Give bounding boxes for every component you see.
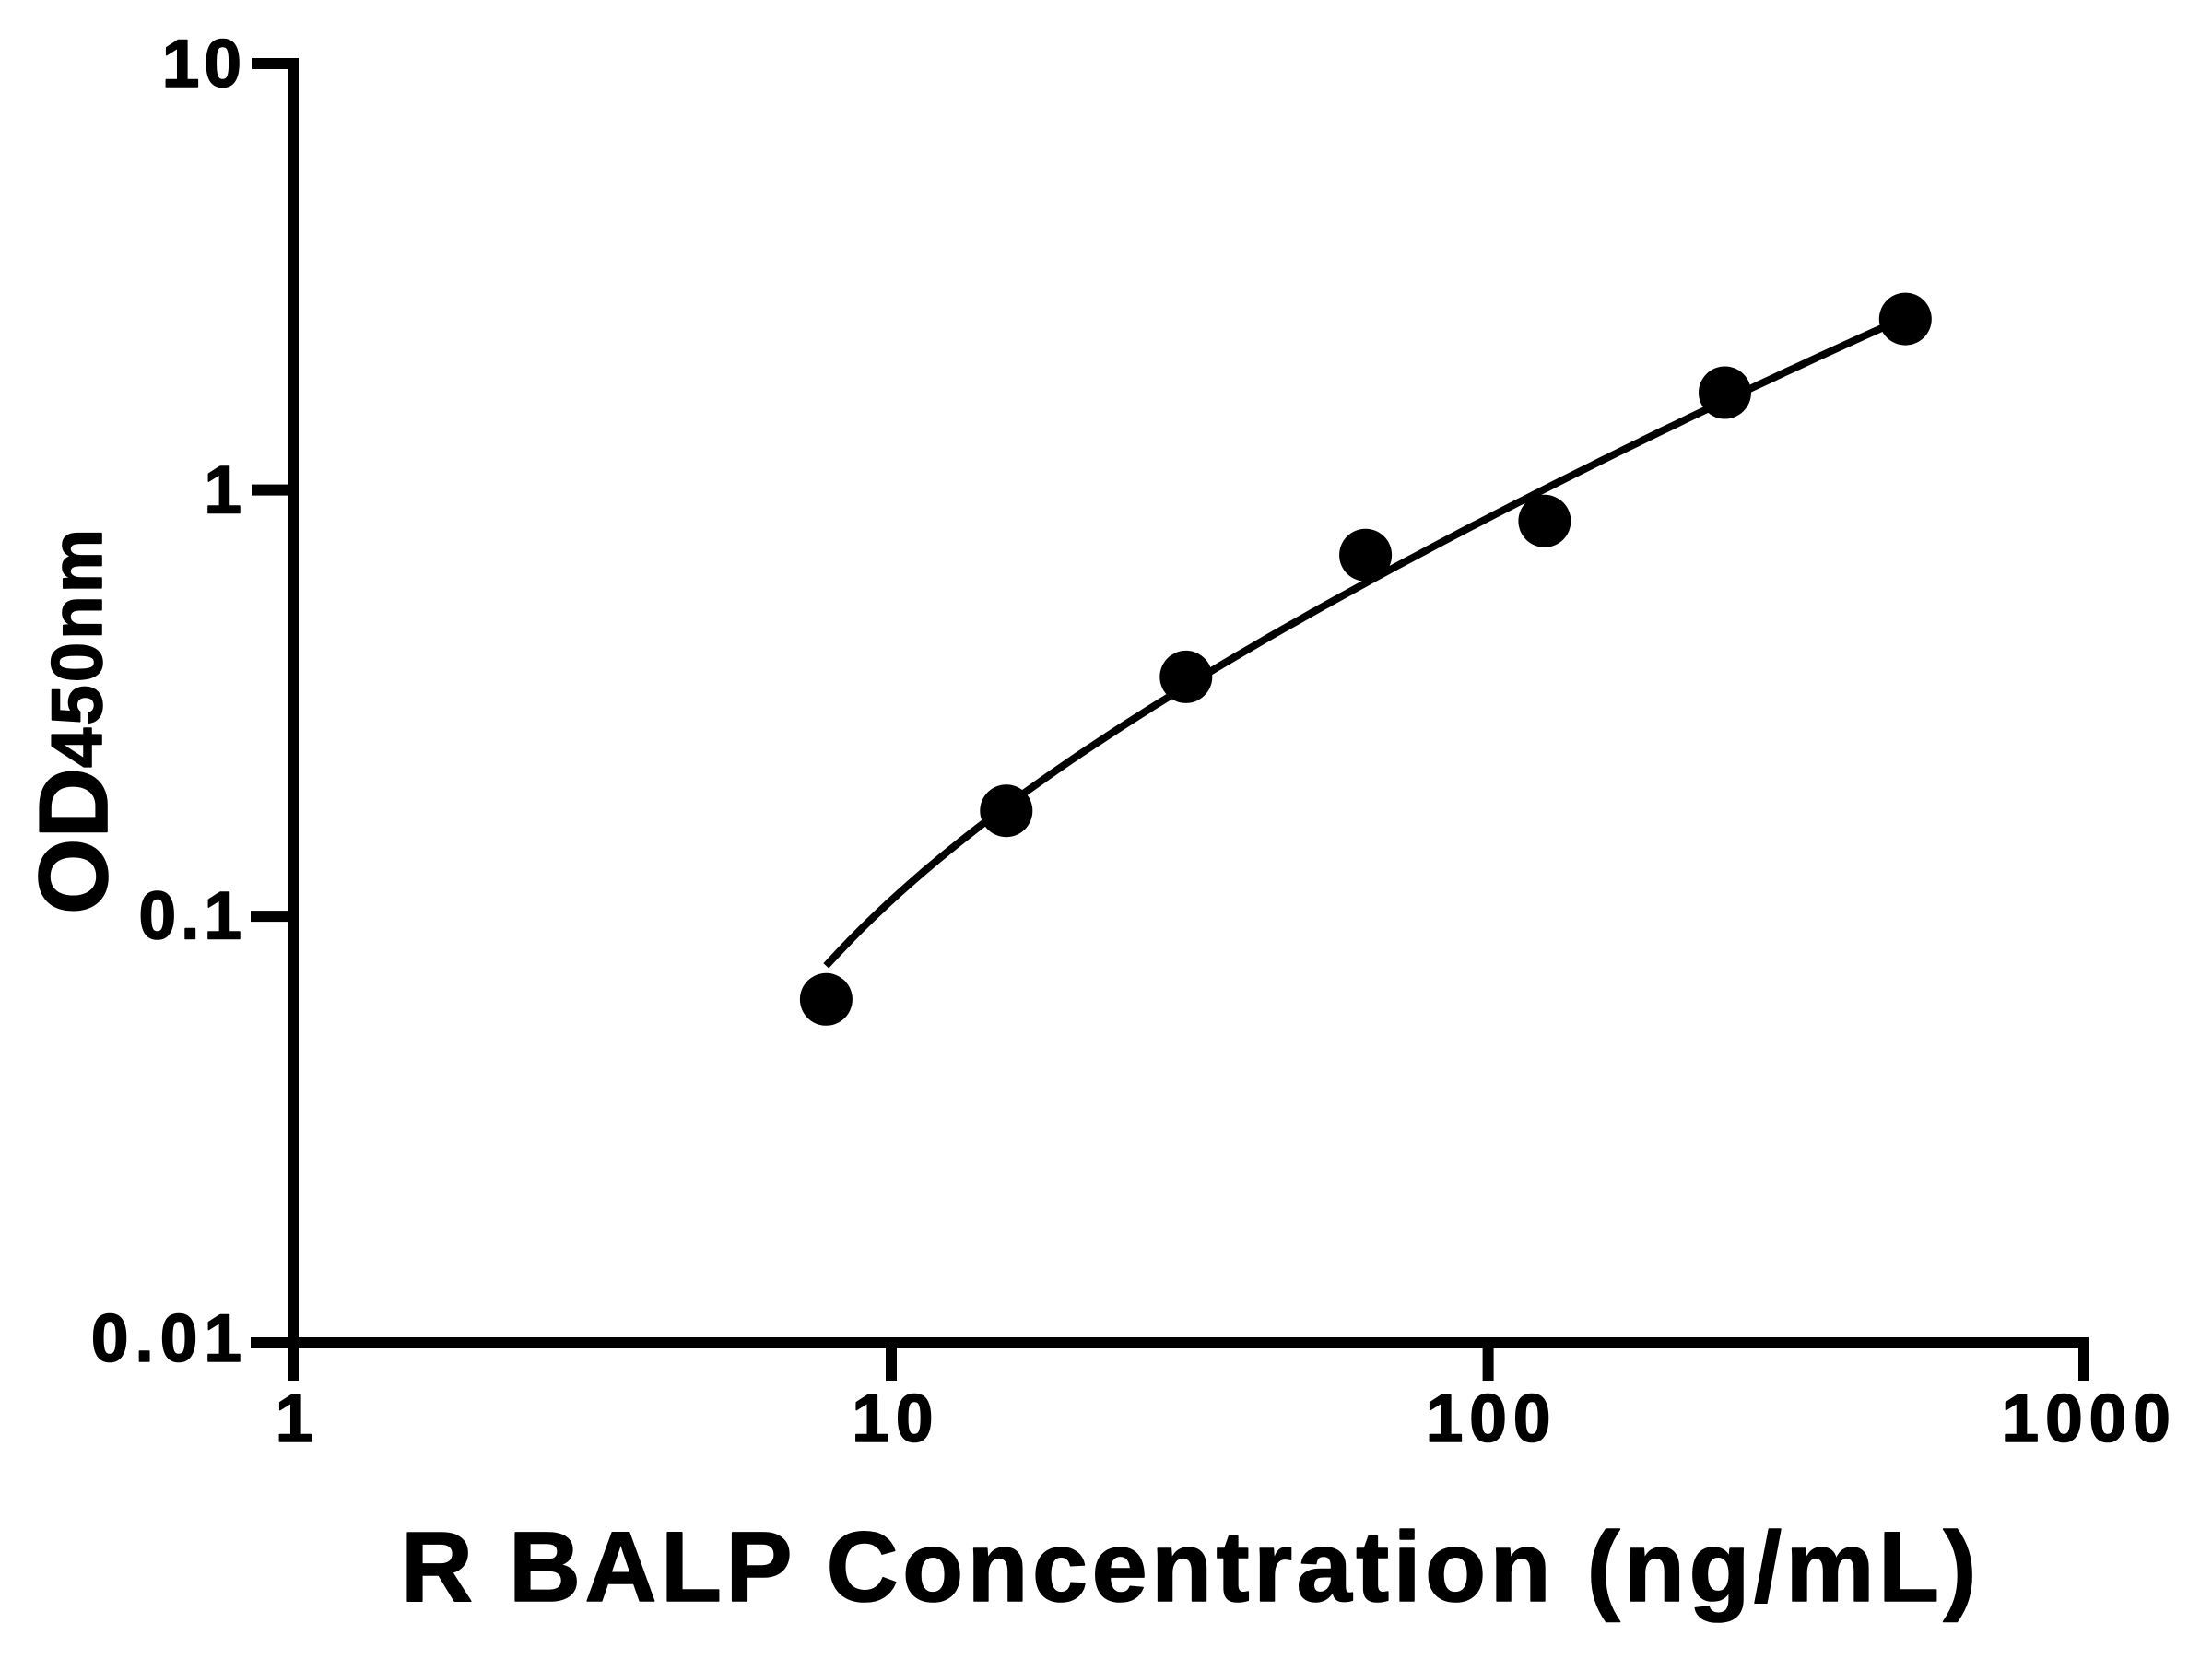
svg-text:1: 1 bbox=[204, 453, 241, 528]
svg-text:R BALP Concentration (ng/mL): R BALP Concentration (ng/mL) bbox=[401, 1511, 1981, 1622]
svg-text:0.1: 0.1 bbox=[139, 879, 246, 954]
svg-text:1: 1 bbox=[276, 1382, 313, 1456]
svg-text:0.01: 0.01 bbox=[91, 1301, 248, 1376]
svg-text:10: 10 bbox=[162, 27, 246, 101]
svg-text:100: 100 bbox=[1426, 1382, 1558, 1456]
svg-text:10: 10 bbox=[852, 1382, 939, 1456]
svg-text:OD450nm: OD450nm bbox=[19, 526, 128, 914]
svg-text:1000: 1000 bbox=[2001, 1382, 2176, 1456]
